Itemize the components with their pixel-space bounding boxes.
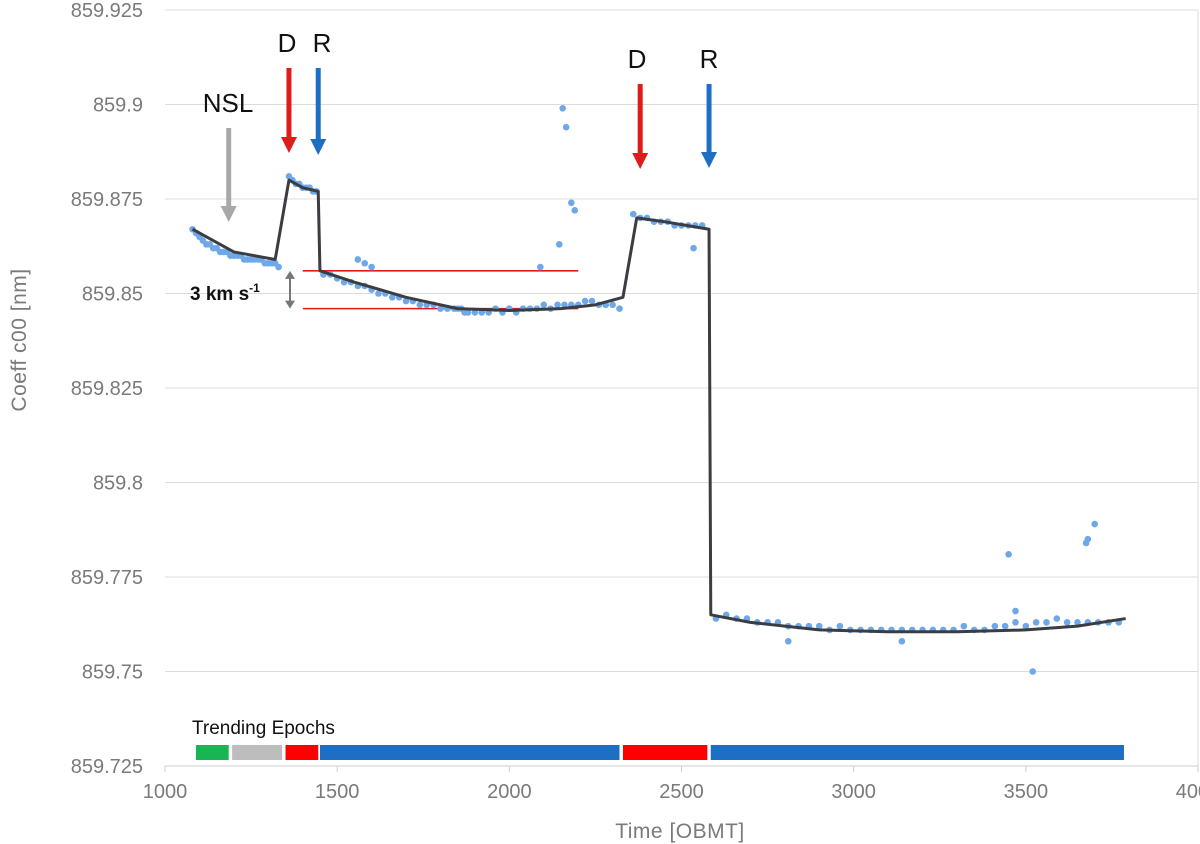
nsl-arrow-head bbox=[220, 206, 237, 222]
data-point bbox=[815, 622, 823, 630]
data-point bbox=[568, 199, 575, 207]
data-point bbox=[388, 293, 396, 301]
y-axis-label: Coeff c00 [nm] bbox=[8, 268, 31, 411]
data-point bbox=[784, 637, 792, 645]
d-arrow-3-head bbox=[632, 153, 649, 169]
data-point bbox=[1001, 622, 1009, 630]
data-point bbox=[1063, 619, 1071, 626]
epoch-segment-2 bbox=[285, 745, 319, 760]
x-tick-label: 4000 bbox=[1176, 781, 1200, 803]
data-point bbox=[540, 301, 548, 309]
y-tick-label: 859.725 bbox=[71, 756, 143, 778]
gridlines bbox=[165, 9, 1198, 767]
data-point bbox=[629, 210, 637, 218]
y-tick-label: 859.875 bbox=[71, 189, 143, 211]
data-point bbox=[275, 263, 282, 271]
y-tick-label: 859.9 bbox=[93, 95, 143, 117]
epoch-segment-4 bbox=[622, 745, 708, 760]
data-points bbox=[189, 104, 1123, 675]
event-arrows bbox=[220, 68, 718, 222]
arrow-label-r-2: R bbox=[700, 44, 719, 74]
data-point bbox=[1012, 607, 1019, 615]
data-point bbox=[581, 297, 589, 305]
data-point bbox=[554, 301, 561, 309]
y-tick-label: 859.75 bbox=[82, 662, 143, 684]
data-point bbox=[960, 622, 968, 630]
arrow-label-d-2: D bbox=[628, 44, 647, 74]
y-tick-label: 859.85 bbox=[82, 284, 143, 306]
data-point bbox=[1032, 619, 1040, 626]
arrow-label-d-1: D bbox=[278, 28, 297, 58]
data-point bbox=[1029, 668, 1037, 675]
data-point bbox=[898, 637, 906, 645]
data-point bbox=[461, 309, 468, 316]
epoch-segment-5 bbox=[710, 745, 1124, 760]
data-point bbox=[537, 263, 544, 271]
data-point bbox=[1012, 619, 1019, 626]
x-tick-label: 1500 bbox=[315, 781, 360, 803]
data-point bbox=[1022, 622, 1030, 630]
data-point bbox=[361, 259, 369, 267]
trending-epochs-label: Trending Epochs bbox=[192, 718, 335, 739]
fit-line bbox=[191, 178, 1126, 634]
data-point bbox=[690, 244, 697, 252]
data-point bbox=[588, 297, 596, 305]
data-point bbox=[368, 263, 375, 271]
data-point bbox=[616, 305, 623, 312]
data-point bbox=[562, 123, 570, 131]
r-arrow-4-head bbox=[701, 152, 718, 168]
arrow-label-r-1: R bbox=[313, 28, 332, 58]
epoch-segment-3 bbox=[319, 745, 620, 760]
y-tick-label: 859.925 bbox=[71, 0, 143, 22]
nsl-label: NSL bbox=[203, 88, 254, 118]
epoch-segment-1 bbox=[232, 745, 283, 760]
x-tick-label: 1000 bbox=[143, 781, 188, 803]
y-tick-label: 859.775 bbox=[71, 567, 143, 589]
data-point bbox=[1084, 535, 1092, 543]
data-point bbox=[559, 104, 567, 112]
trending-epochs-bar bbox=[195, 745, 1124, 760]
data-point bbox=[561, 301, 568, 309]
x-tick-label: 3000 bbox=[831, 781, 876, 803]
data-point bbox=[1053, 615, 1061, 622]
data-point bbox=[1043, 619, 1050, 626]
data-point bbox=[991, 622, 999, 630]
velocity-bracket-bottom-head bbox=[285, 300, 295, 309]
data-point bbox=[1074, 619, 1081, 626]
data-point bbox=[836, 622, 844, 630]
data-point bbox=[402, 297, 410, 305]
data-point bbox=[555, 241, 563, 248]
epoch-segment-0 bbox=[195, 745, 229, 760]
fit-line-group bbox=[191, 178, 1126, 634]
d-arrow-1-head bbox=[280, 137, 297, 153]
velocity-bracket-top-head bbox=[285, 270, 295, 279]
data-point bbox=[571, 207, 579, 214]
x-tick-label: 2000 bbox=[487, 781, 532, 803]
axes: 859.725 859.75 859.775 859.8 859.825 859.85 85… bbox=[71, 0, 1200, 803]
data-point bbox=[416, 301, 424, 309]
velocity-label: 3 km s-1 bbox=[190, 281, 260, 305]
r-arrow-2-head bbox=[310, 139, 327, 155]
data-point bbox=[375, 290, 382, 297]
velocity-label-sup: -1 bbox=[249, 281, 260, 295]
data-point bbox=[1091, 520, 1098, 528]
x-tick-label: 3500 bbox=[1004, 781, 1049, 803]
x-tick-label: 2500 bbox=[659, 781, 704, 803]
data-point bbox=[609, 301, 616, 309]
y-tick-label: 859.825 bbox=[71, 378, 143, 400]
data-point bbox=[354, 256, 362, 263]
x-axis-label: Time [OBMT] bbox=[615, 820, 745, 843]
data-point bbox=[437, 305, 444, 312]
y-tick-label: 859.8 bbox=[93, 473, 143, 495]
velocity-label-main: 3 km s bbox=[190, 284, 249, 305]
data-point bbox=[1005, 551, 1012, 558]
